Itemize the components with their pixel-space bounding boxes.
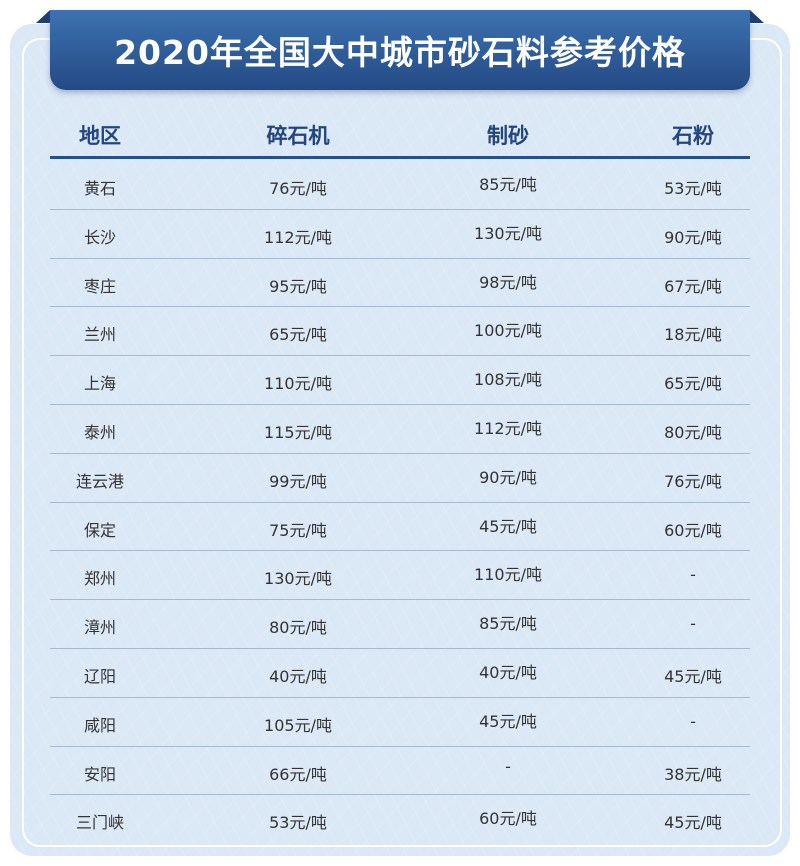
region-cell: 漳州: [83, 618, 117, 638]
region-cell: 咸阳: [83, 715, 117, 735]
table-row: 黄石 76元/吨 85元/吨 53元/吨: [50, 161, 750, 210]
sand-price-cell: 40元/吨: [479, 662, 537, 682]
table-row: 郑州 130元/吨 110元/吨 -: [50, 551, 750, 601]
region-cell: 泰州: [83, 422, 117, 442]
table-row: 漳州 80元/吨 85元/吨 -: [50, 600, 750, 649]
crusher-price-cell: 75元/吨: [269, 520, 327, 540]
table-row: 三门峡 53元/吨 60元/吨 45元/吨: [50, 795, 750, 843]
column-header-crusher: 碎石机: [266, 124, 330, 148]
stone-powder-price-cell: -: [690, 711, 696, 731]
table-row: 上海 110元/吨 108元/吨 65元/吨: [50, 356, 750, 405]
background-panel: [10, 24, 790, 856]
sand-price-cell: 85元/吨: [479, 614, 537, 634]
region-cell: 兰州: [83, 325, 117, 345]
region-cell: 黄石: [83, 179, 117, 198]
table-row: 辽阳 40元/吨 40元/吨 45元/吨: [50, 649, 750, 698]
sand-price-cell: 85元/吨: [479, 175, 537, 194]
stone-powder-price-cell: -: [690, 614, 696, 634]
sand-price-cell: 108元/吨: [474, 370, 542, 390]
region-cell: 枣庄: [83, 276, 117, 296]
sand-price-cell: 130元/吨: [474, 223, 542, 243]
title-banner: 2020年全国大中城市砂石料参考价格: [50, 10, 750, 90]
crusher-price-cell: 110元/吨: [264, 374, 332, 394]
stone-powder-price-cell: 38元/吨: [664, 764, 722, 784]
table-row: 连云港 99元/吨 90元/吨 76元/吨: [50, 454, 750, 503]
table-row: 泰州 115元/吨 112元/吨 80元/吨: [50, 405, 750, 454]
sand-price-cell: 112元/吨: [474, 418, 542, 438]
crusher-price-cell: 53元/吨: [269, 813, 327, 833]
column-header-region: 地区: [79, 124, 121, 148]
crusher-price-cell: 105元/吨: [264, 715, 332, 735]
crusher-price-cell: 112元/吨: [264, 227, 332, 247]
column-header-stone-powder: 石粉: [672, 124, 714, 148]
crusher-price-cell: 115元/吨: [264, 422, 332, 442]
region-cell: 郑州: [83, 569, 117, 589]
crusher-price-cell: 65元/吨: [269, 325, 327, 345]
crusher-price-cell: 40元/吨: [269, 666, 327, 686]
crusher-price-cell: 130元/吨: [264, 569, 332, 589]
stone-powder-price-cell: 45元/吨: [664, 666, 722, 686]
sand-price-cell: 60元/吨: [479, 809, 537, 829]
region-cell: 连云港: [75, 471, 125, 491]
table-row: 保定 75元/吨 45元/吨 60元/吨: [50, 503, 750, 552]
region-cell: 上海: [83, 374, 117, 394]
table-header: 地区 碎石机 制砂 石粉: [50, 110, 750, 159]
ribbon-fold-left: [36, 10, 50, 23]
crusher-price-cell: 76元/吨: [269, 179, 327, 198]
sand-price-cell: 45元/吨: [479, 516, 537, 536]
ribbon-fold-right: [750, 10, 764, 23]
table-row: 安阳 66元/吨 - 38元/吨: [50, 747, 750, 796]
sand-price-cell: 98元/吨: [479, 272, 537, 292]
region-cell: 三门峡: [75, 813, 125, 833]
crusher-price-cell: 66元/吨: [269, 764, 327, 784]
stone-powder-price-cell: 18元/吨: [664, 325, 722, 345]
table-row: 兰州 65元/吨 100元/吨 18元/吨: [50, 307, 750, 357]
sand-price-cell: -: [505, 756, 511, 776]
sand-price-cell: 110元/吨: [474, 565, 542, 585]
stone-powder-price-cell: 45元/吨: [664, 813, 722, 833]
stone-powder-price-cell: 65元/吨: [664, 374, 722, 394]
stone-powder-price-cell: 80元/吨: [664, 422, 722, 442]
sand-price-cell: 100元/吨: [474, 321, 542, 341]
region-cell: 保定: [83, 520, 117, 540]
table-row: 咸阳 105元/吨 45元/吨 -: [50, 698, 750, 747]
sand-price-cell: 90元/吨: [479, 467, 537, 487]
table-body: 黄石 76元/吨 85元/吨 53元/吨 长沙 112元/吨 130元/吨 90元/吨 枣庄 95…: [50, 161, 750, 843]
column-header-sand: 制砂: [487, 124, 529, 148]
stone-powder-price-cell: 53元/吨: [664, 179, 722, 198]
stone-powder-price-cell: 60元/吨: [664, 520, 722, 540]
table-row: 长沙 112元/吨 130元/吨 90元/吨: [50, 210, 750, 259]
region-cell: 长沙: [83, 227, 117, 247]
stone-powder-price-cell: -: [690, 565, 696, 585]
crusher-price-cell: 80元/吨: [269, 618, 327, 638]
stone-powder-price-cell: 76元/吨: [664, 471, 722, 491]
region-cell: 安阳: [83, 764, 117, 784]
region-cell: 辽阳: [83, 666, 117, 686]
crusher-price-cell: 99元/吨: [269, 471, 327, 491]
stone-powder-price-cell: 90元/吨: [664, 227, 722, 247]
sand-price-cell: 45元/吨: [479, 711, 537, 731]
table-row: 枣庄 95元/吨 98元/吨 67元/吨: [50, 259, 750, 308]
crusher-price-cell: 95元/吨: [269, 276, 327, 296]
stone-powder-price-cell: 67元/吨: [664, 276, 722, 296]
page-title: 2020年全国大中城市砂石料参考价格: [114, 33, 686, 72]
